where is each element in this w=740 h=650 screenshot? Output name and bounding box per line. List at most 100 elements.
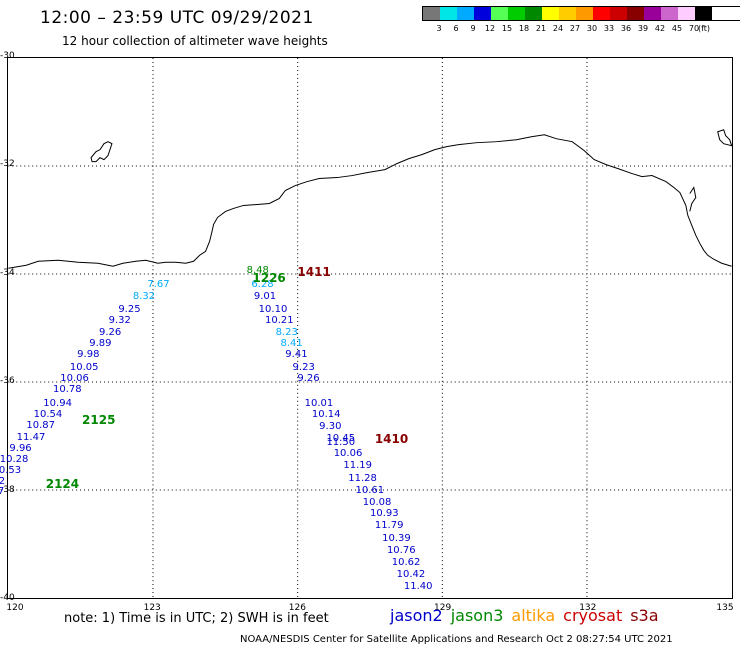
wave-height-value: 9.98 <box>77 349 100 361</box>
page-title: 12:00 – 23:59 UTC 09/29/2021 <box>40 8 314 28</box>
wave-height-value: 11.50 <box>326 436 356 448</box>
longitude-label: 129 <box>434 603 452 613</box>
legend-tick-label: 3 <box>436 24 442 33</box>
wave-height-value: 11.79 <box>374 520 404 532</box>
wave-height-value: 9.01 <box>253 291 277 303</box>
legend-swatch <box>474 7 491 20</box>
legend-swatch <box>644 7 661 20</box>
wave-height-value: 7.67 <box>147 278 170 290</box>
wave-height-value: 10.08 <box>362 496 392 508</box>
pass-time-label: 2124 <box>45 477 80 492</box>
latitude-label: -34 <box>0 267 15 278</box>
pass-time-label: 1226 <box>252 271 286 286</box>
legend-swatch <box>695 7 712 20</box>
legend-tick-label: 45 <box>671 24 683 33</box>
legend-swatch <box>457 7 474 20</box>
wave-height-value: 10.45 <box>326 433 356 445</box>
wave-height-value: 10.54 <box>33 408 63 420</box>
wave-height-value: 9.82 <box>0 476 6 488</box>
legend-swatch <box>508 7 525 20</box>
wave-height-value: 10.06 <box>333 448 363 460</box>
legend-tick-label: 6 <box>453 24 459 33</box>
wave-height-value: 11.28 <box>348 472 377 484</box>
pass-time-label: 2125 <box>82 413 116 428</box>
wave-height-value: 10.42 <box>396 568 426 580</box>
wave-height-value: 10.78 <box>52 384 82 396</box>
legend-tick-label: 27 <box>569 24 581 33</box>
legend-swatch <box>542 7 559 20</box>
satellite-label: cryosat <box>563 606 623 625</box>
wave-height-value: 10.05 <box>69 361 99 373</box>
coastline <box>8 134 732 269</box>
legend-tick-label: 18 <box>518 24 530 33</box>
wave-height-value: 10.10 <box>258 303 288 315</box>
wave-height-value: 10.94 <box>43 397 72 409</box>
latitude-label: -38 <box>0 484 15 495</box>
map-frame <box>7 57 733 599</box>
island-west <box>90 141 113 163</box>
legend-tick-label: 9 <box>470 24 476 33</box>
latitude-label: -32 <box>0 159 15 170</box>
legend-tick-label: 33 <box>603 24 615 33</box>
legend-tick-label: 30 <box>586 24 598 33</box>
wave-height-value: 10.87 <box>26 419 55 431</box>
wave-height-value: 9.26 <box>297 373 320 385</box>
pass-time-label: 1411 <box>297 264 331 279</box>
legend-unit: (ft) <box>698 24 711 33</box>
wave-height-value: 10.39 <box>382 533 411 545</box>
wave-height-value: 9.32 <box>108 315 131 327</box>
wave-height-value: 11.07 <box>0 486 5 498</box>
legend-labels: 3 6 9 12 15 18 21 24 27 30 33 36 39 42 45 70 (ft) <box>422 21 740 33</box>
wave-height-value: 9.89 <box>89 338 112 350</box>
footer-credit: NOAA/NESDIS Center for Satellite Applica… <box>240 634 673 645</box>
legend-swatch <box>576 7 593 20</box>
wave-height-value: 6.28 <box>251 278 274 290</box>
legend-tick-label: 42 <box>654 24 666 33</box>
wave-height-value: 8.23 <box>275 327 298 339</box>
wave-height-value: 9.41 <box>285 349 308 361</box>
legend-swatch <box>440 7 457 20</box>
footer-note: note: 1) Time is in UTC; 2) SWH is in fe… <box>64 611 329 626</box>
color-legend: 3 6 9 12 15 18 21 24 27 30 33 36 39 42 45 70 (ft) <box>422 6 740 33</box>
page-subtitle: 12 hour collection of altimeter wave hei… <box>62 34 328 48</box>
wave-height-value: 8.48 <box>246 265 269 277</box>
wave-height-value: 10.76 <box>386 545 416 557</box>
legend-tick-label: 70 <box>688 24 700 33</box>
legend-swatch <box>559 7 576 20</box>
wave-height-value: 9.23 <box>292 361 315 373</box>
legend-swatch <box>423 7 440 20</box>
longitude-label: 120 <box>6 603 24 613</box>
wave-height-value: 10.28 <box>0 453 29 465</box>
legend-swatch <box>661 7 678 20</box>
wave-height-value: 10.14 <box>311 408 341 420</box>
wave-height-value: 10.01 <box>304 397 334 409</box>
legend-tick-label: 12 <box>484 24 496 33</box>
latitude-label: -40 <box>0 593 15 603</box>
wave-height-value: 9.26 <box>98 327 122 339</box>
satellite-label: s3a <box>630 606 659 625</box>
wave-height-value: 10.62 <box>391 556 421 568</box>
wave-height-value: 11.40 <box>403 580 433 592</box>
wave-height-value: 9.96 <box>9 442 32 454</box>
satellite-legend: jason2 jason3 altika cryosat s3a <box>390 606 667 625</box>
pass-time-label: 1410 <box>374 432 409 447</box>
legend-tick-label: 39 <box>637 24 649 33</box>
wave-height-value: 10.93 <box>370 507 399 519</box>
wave-height-value: 9.25 <box>118 303 141 315</box>
wave-height-value: 11.47 <box>16 432 46 444</box>
wave-height-value: 10.61 <box>355 484 385 496</box>
longitude-label: 123 <box>143 603 161 613</box>
coast-detail-east <box>689 186 697 212</box>
wave-height-value: 11.19 <box>343 460 373 472</box>
wave-height-value: 8.41 <box>280 338 303 350</box>
satellite-label: jason3 <box>450 606 504 625</box>
legend-swatches <box>422 6 740 21</box>
satellite-label: altika <box>511 606 556 625</box>
legend-swatch <box>593 7 610 20</box>
island-east <box>717 129 732 147</box>
wave-height-value: 9.30 <box>319 421 342 433</box>
wave-height-value: 8.32 <box>132 291 156 303</box>
wave-height-value: 10.53 <box>0 464 22 476</box>
legend-swatch <box>610 7 627 20</box>
longitude-label: 126 <box>288 603 306 613</box>
